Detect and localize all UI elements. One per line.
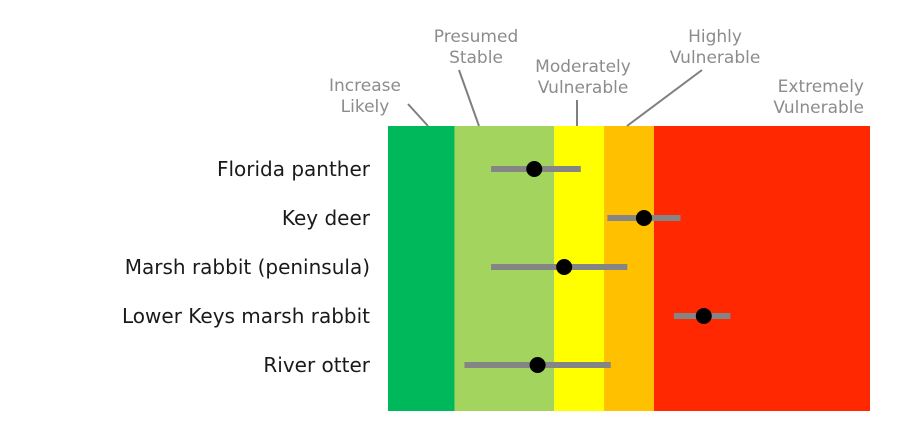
estimate-dot-4 <box>529 357 546 373</box>
zone-band-0 <box>388 126 455 411</box>
zone-band-4 <box>653 126 870 411</box>
estimate-dot-2 <box>556 259 573 275</box>
estimate-dot-0 <box>526 161 543 177</box>
zone-label-1: Presumed Stable <box>434 27 518 68</box>
category-label-0: Florida panther <box>217 157 371 181</box>
category-labels: Florida panther Key deer Marsh rabbit (pen… <box>122 157 371 377</box>
zone-label-0: Increase Likely <box>329 76 401 117</box>
zone-labels: Increase Likely Presumed Stable Moderately Vu… <box>329 27 864 118</box>
zone-leader-lines <box>407 69 703 127</box>
zone-leader-1 <box>458 69 480 127</box>
zone-leader-0 <box>407 103 429 127</box>
category-label-4: River otter <box>263 353 370 377</box>
category-label-3: Lower Keys marsh rabbit <box>122 304 370 328</box>
zone-label-3: Highly Vulnerable <box>670 27 761 68</box>
zone-bands <box>388 126 870 411</box>
zone-leader-3 <box>626 69 703 127</box>
category-label-2: Marsh rabbit (peninsula) <box>125 255 370 279</box>
category-label-1: Key deer <box>282 206 371 230</box>
estimate-dot-1 <box>635 210 652 226</box>
estimate-dot-3 <box>695 308 712 324</box>
zone-label-4: Extremely Vulnerable <box>773 77 864 118</box>
zone-label-2: Moderately Vulnerable <box>535 57 631 98</box>
estimate-marks <box>464 161 731 373</box>
